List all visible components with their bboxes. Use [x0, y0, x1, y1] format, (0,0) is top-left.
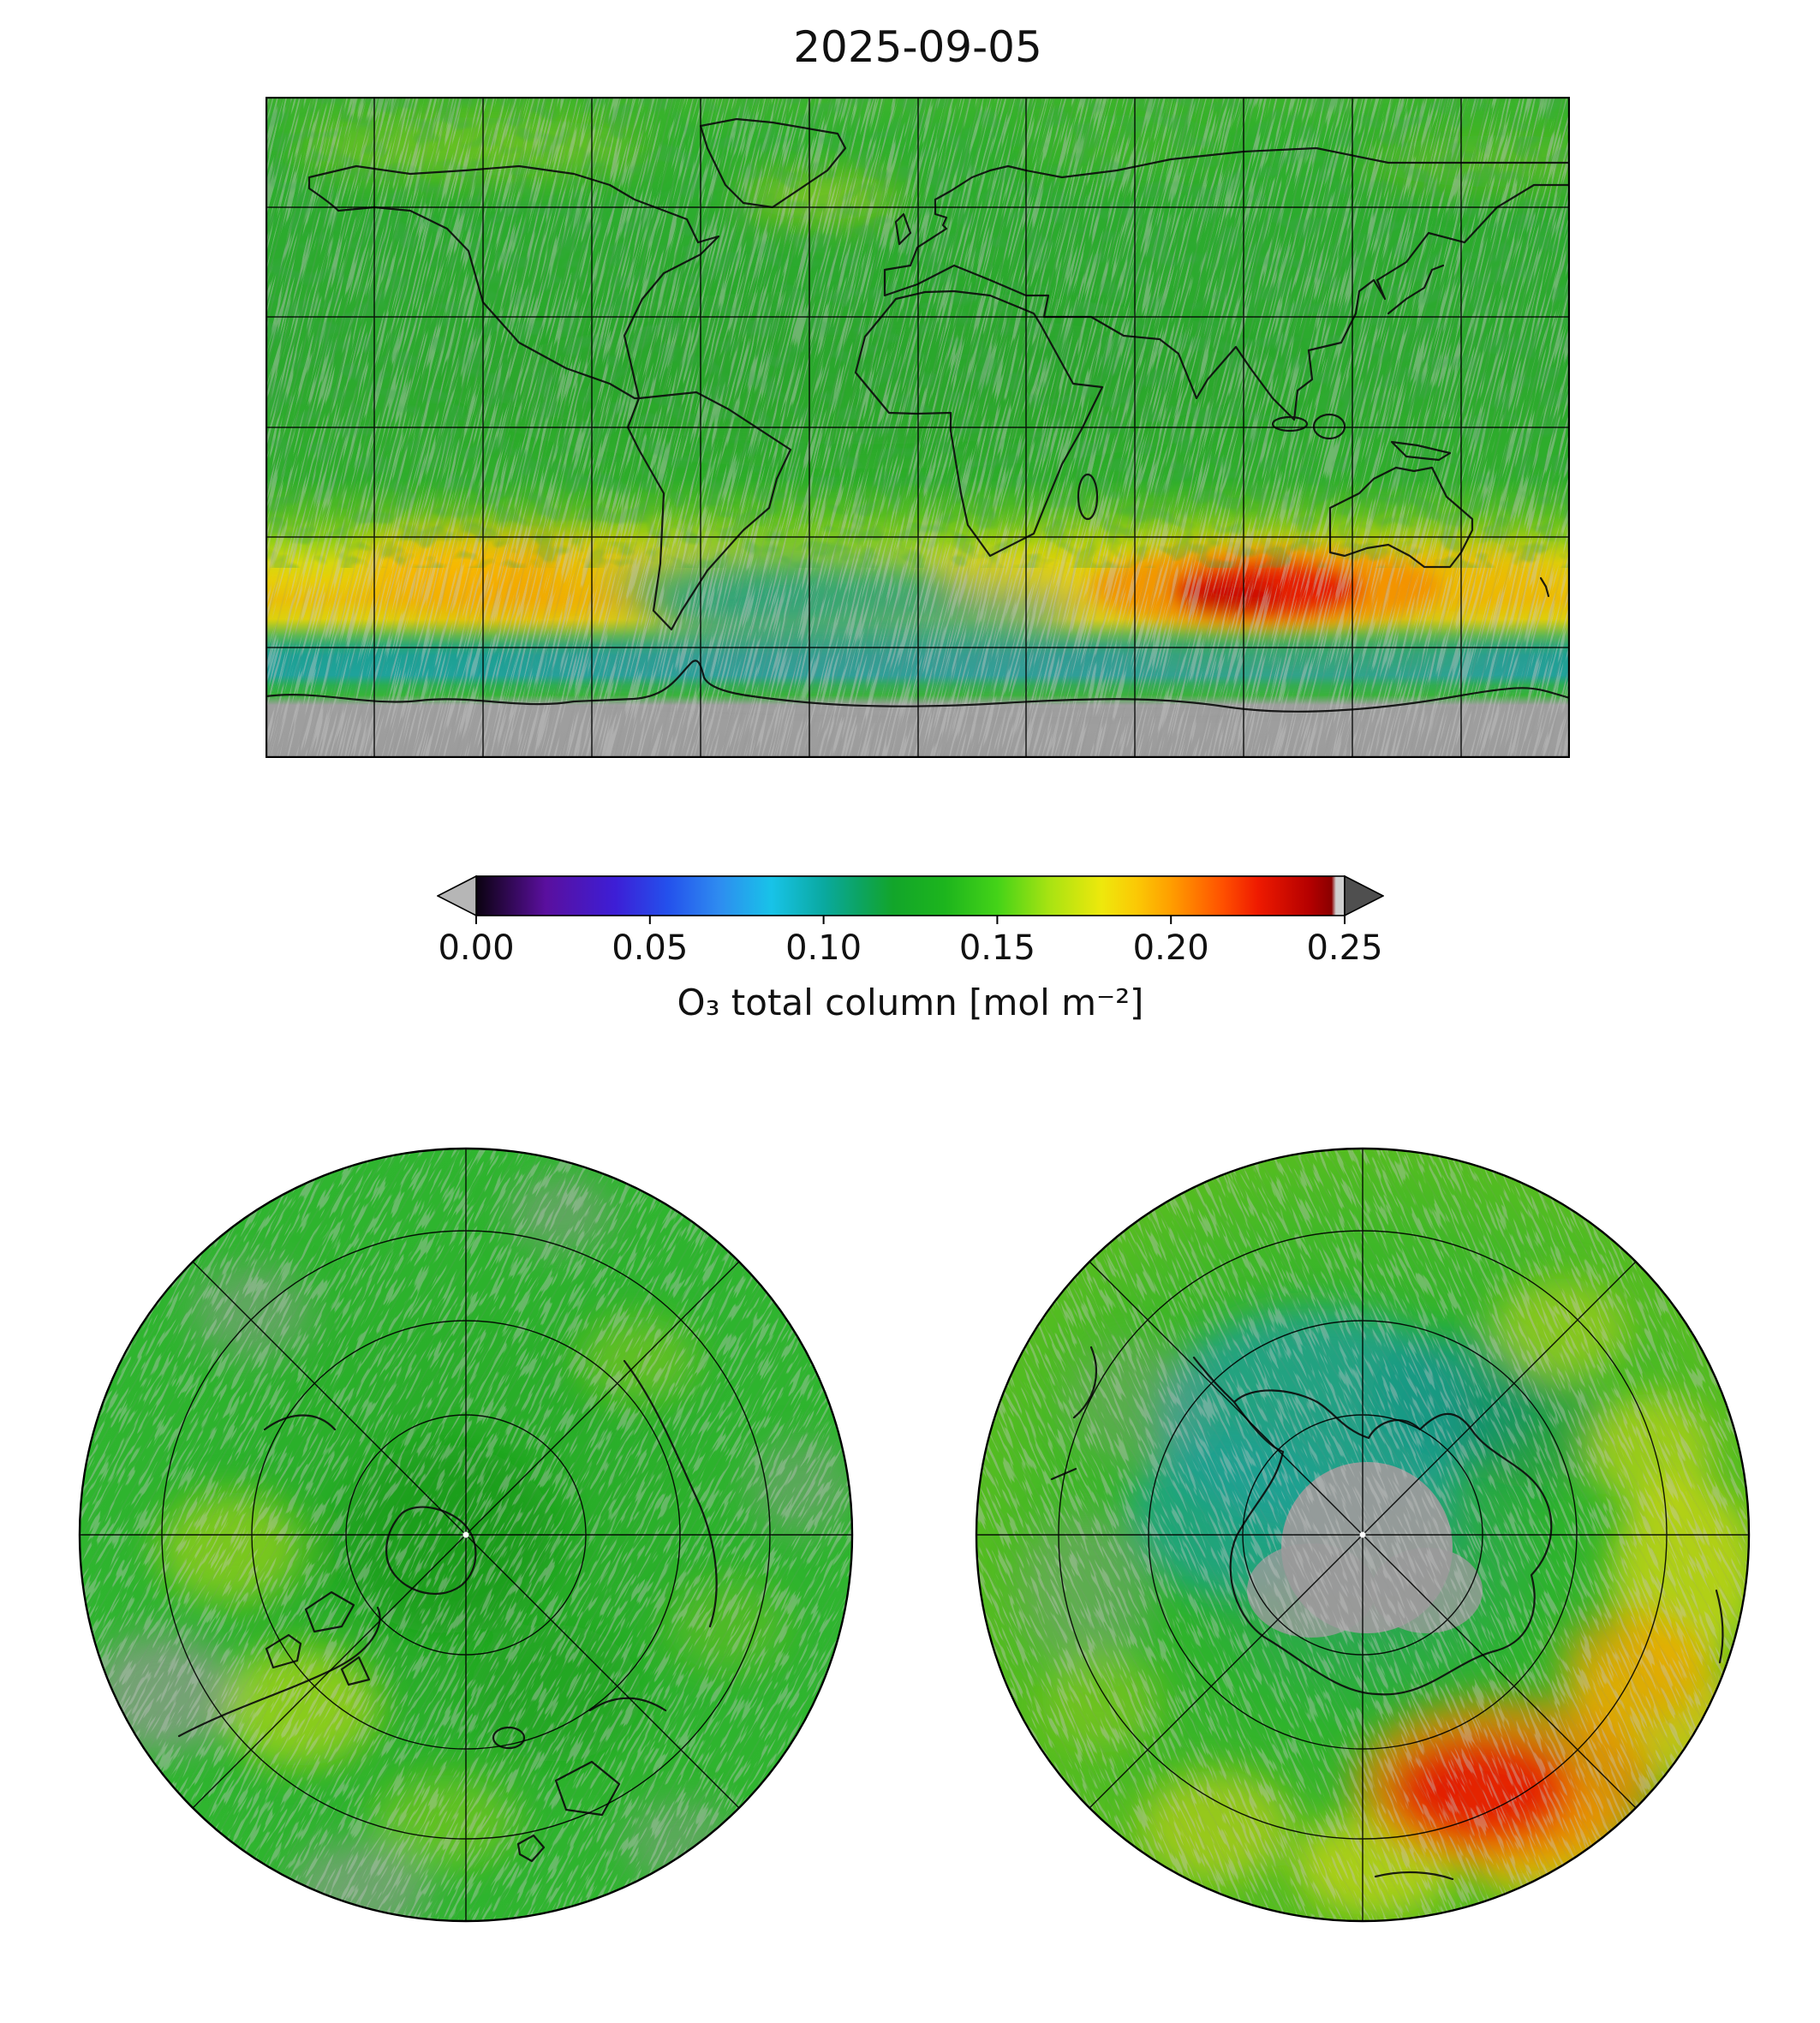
- figure-title: 2025-09-05: [793, 22, 1042, 72]
- colorbar-label: O₃ total column [mol m⁻²]: [677, 982, 1144, 1023]
- colorbar-tick-label: 0.15: [958, 928, 1035, 968]
- colorbar: 0.00 0.05 0.10 0.15 0.20 0.25 O₃ total column…: [437, 875, 1384, 1023]
- north-coastlines: [177, 1359, 718, 1863]
- colorbar-tick-label: 0.00: [438, 928, 515, 968]
- colorbar-tick-label: 0.10: [785, 928, 862, 968]
- south-map-border: [975, 1147, 1751, 1923]
- colorbar-ticks: 0.00 0.05 0.10 0.15 0.20 0.25: [437, 928, 1384, 973]
- graticule: [266, 97, 1570, 758]
- colorbar-bar: [437, 875, 1384, 924]
- colorbar-tick-label: 0.25: [1306, 928, 1383, 968]
- colorbar-over-arrow: [1344, 875, 1384, 917]
- global-map: [266, 97, 1570, 758]
- south-coastlines: [1050, 1346, 1724, 1881]
- colorbar-tick-label: 0.05: [612, 928, 689, 968]
- south-polar-map: [973, 1145, 1752, 1925]
- north-polar-map: [76, 1145, 856, 1925]
- global-map-plot: [266, 97, 1570, 758]
- south-polar-plot: [975, 1147, 1751, 1923]
- map-border: [266, 97, 1570, 758]
- colorbar-gradient: [475, 875, 1346, 916]
- coastlines: [266, 117, 1570, 713]
- pole-marker: [1359, 1531, 1366, 1538]
- north-polar-plot: [78, 1147, 854, 1923]
- colorbar-tick-label: 0.20: [1132, 928, 1209, 968]
- north-map-border: [78, 1147, 854, 1923]
- colorbar-under-arrow: [437, 875, 477, 917]
- colorbar-tickmarks: [475, 916, 1346, 924]
- pole-marker: [462, 1531, 469, 1538]
